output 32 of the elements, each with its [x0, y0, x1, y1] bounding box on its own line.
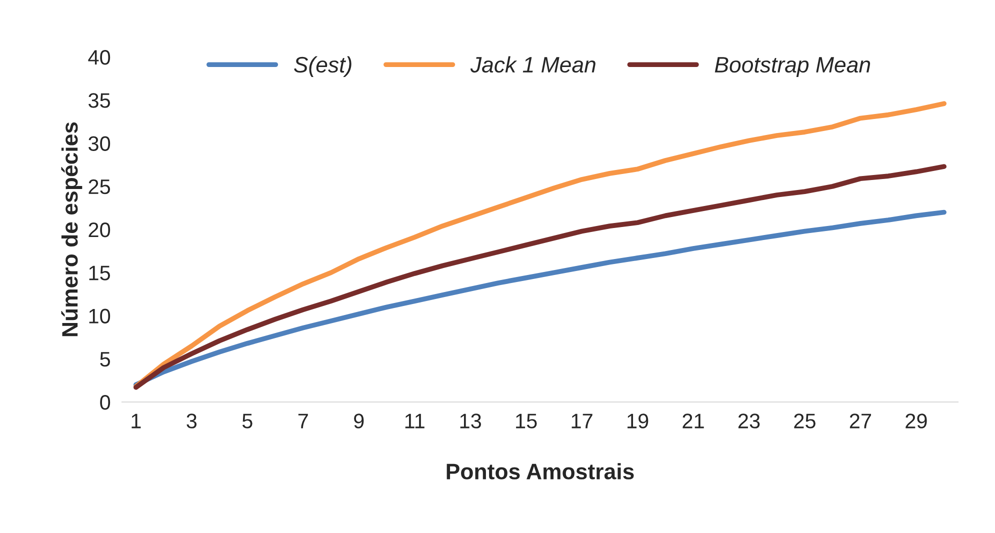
- x-tick-label: 15: [516, 414, 537, 428]
- legend-label: Bootstrap Mean: [714, 57, 870, 78]
- legend-label: S(est): [294, 56, 352, 78]
- x-tick-label: 7: [298, 414, 308, 428]
- y-axis-title: Número de espécies: [61, 122, 82, 336]
- x-tick-label: 25: [794, 414, 816, 428]
- line-series: [134, 164, 946, 390]
- y-tick-label: 30: [88, 136, 110, 152]
- y-tick-label: 10: [89, 308, 110, 324]
- x-tick-label: 9: [354, 414, 364, 428]
- x-tick-label: 19: [628, 414, 648, 428]
- x-tick-label: 23: [738, 414, 760, 428]
- y-tick-label: 25: [88, 179, 110, 194]
- y-tick-label: 15: [89, 266, 110, 280]
- legend-label: Jack 1 Mean: [470, 56, 596, 73]
- x-tick-label: 1: [132, 414, 141, 428]
- x-tick-label: 5: [242, 414, 252, 428]
- y-tick-label: 35: [88, 93, 110, 108]
- line-series: [134, 101, 946, 389]
- y-tick-label: 5: [100, 352, 110, 367]
- x-tick-label: 17: [572, 414, 592, 428]
- line-series: [134, 210, 946, 388]
- x-tick-label: 27: [850, 414, 872, 428]
- x-tick-label: 13: [460, 414, 482, 428]
- y-tick-label: 20: [88, 222, 110, 238]
- x-tick-label: 29: [906, 414, 927, 428]
- y-tick-label: 0: [100, 395, 110, 410]
- x-tick-label: 21: [682, 414, 704, 428]
- y-tick-label: 40: [88, 50, 110, 65]
- x-tick-label: 11: [405, 414, 424, 428]
- x-axis-title: Pontos Amostrais: [446, 463, 634, 480]
- x-tick-label: 3: [186, 414, 197, 428]
